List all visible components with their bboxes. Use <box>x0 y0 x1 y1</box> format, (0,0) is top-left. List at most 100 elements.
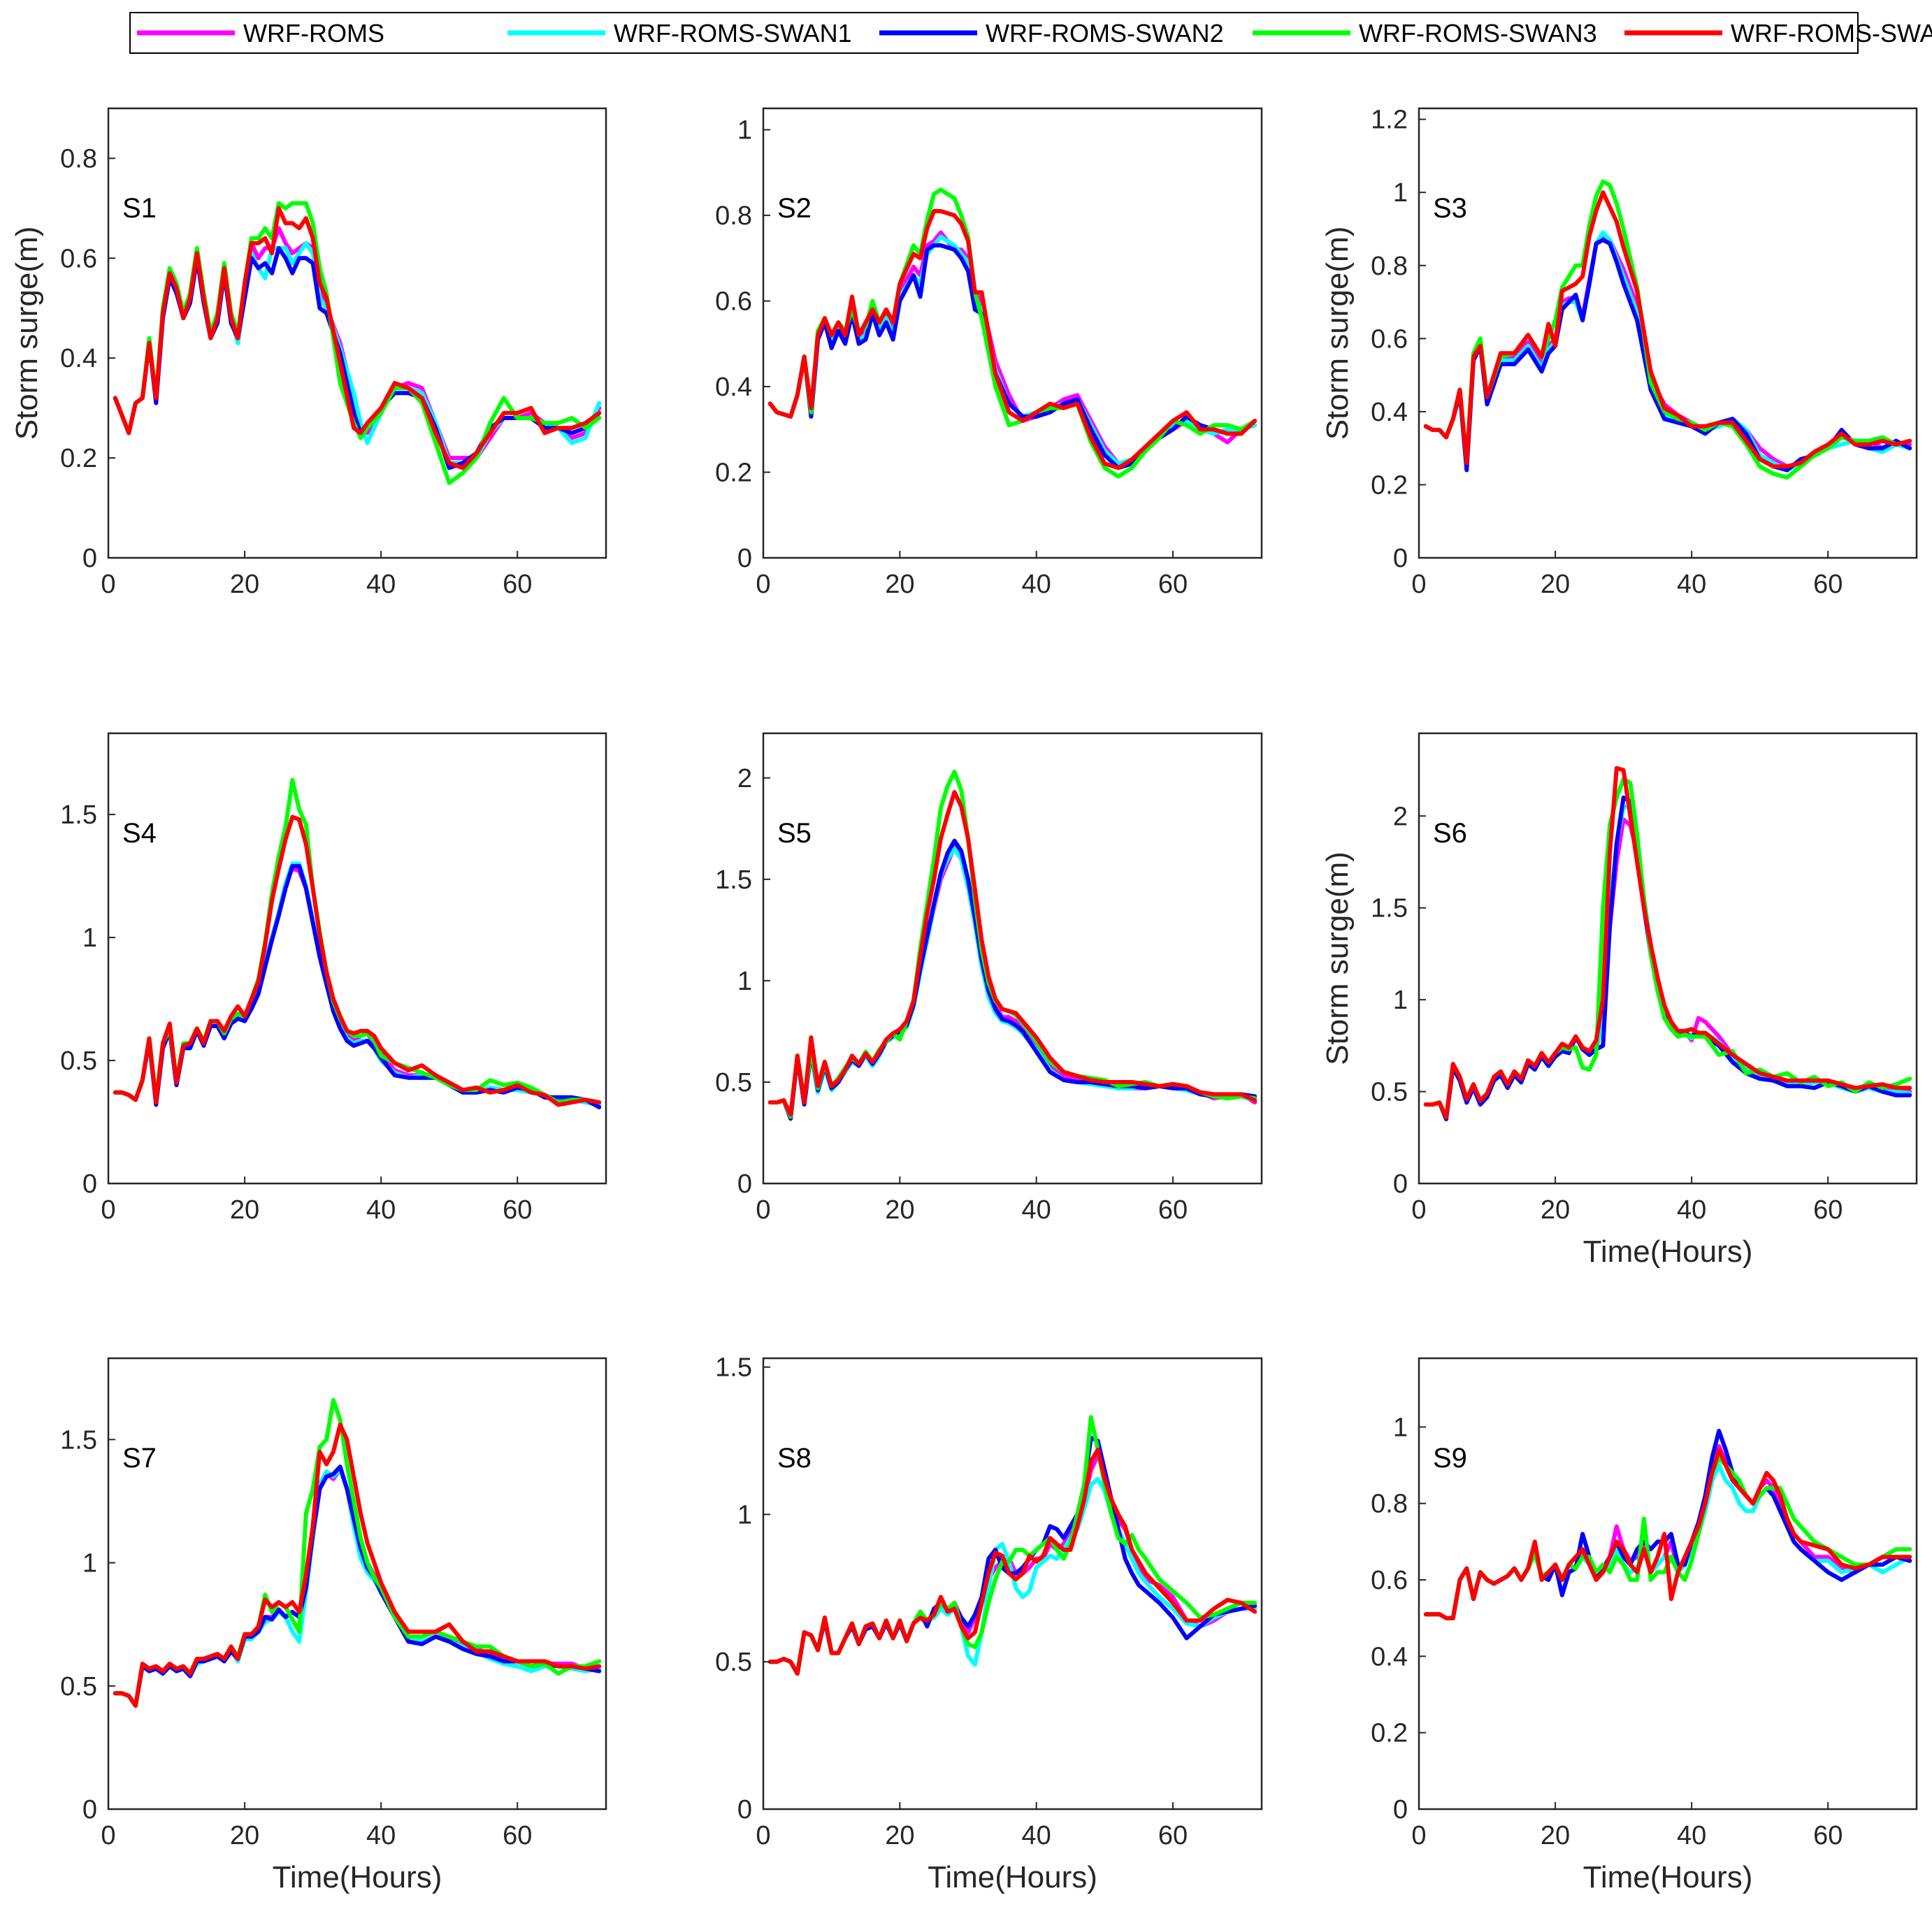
x-tick-label-s1: 40 <box>366 570 396 599</box>
y-tick-label-s9: 0.8 <box>1371 1490 1408 1519</box>
x-tick-label-s9: 40 <box>1677 1821 1706 1850</box>
x-tick-label-s7: 40 <box>366 1821 396 1850</box>
y-tick-label-s1: 0.2 <box>60 444 97 473</box>
x-axis-title-s9: Time(Hours) <box>1583 1860 1753 1894</box>
legend: WRF-ROMS WRF-ROMS-SWAN1 WRF-ROMS-SWAN2 WRF-… <box>129 12 1932 54</box>
panel-label-s8: S8 <box>777 1443 812 1474</box>
y-tick-label-s4: 0 <box>82 1170 97 1199</box>
axes-box-s3 <box>1418 107 1918 559</box>
legend-box <box>129 12 1859 54</box>
panel-label-s3: S3 <box>1433 193 1467 224</box>
y-tick-label-s9: 0.4 <box>1371 1642 1408 1671</box>
series-line-wrf-roms-swan4-s6 <box>1423 765 1912 1120</box>
x-tick-label-s9: 0 <box>1411 1821 1426 1850</box>
x-tick-label-s7: 20 <box>230 1821 259 1850</box>
x-tick-label-s6: 40 <box>1677 1195 1706 1225</box>
y-tick-label-s1: 0.4 <box>60 344 97 373</box>
panel-s7: 0 20 40 60 0 0.5 1 1.5 S7 Time(Hours) <box>60 1357 607 1894</box>
y-axis-title-s6: Storm surge(m) <box>1320 851 1355 1065</box>
axes-box-s4 <box>107 732 607 1185</box>
axes-box-s2 <box>762 107 1263 559</box>
axes-box-s9 <box>1418 1357 1918 1811</box>
y-tick-label-s6: 2 <box>1393 802 1408 831</box>
series-line-wrf-roms-swan4-s1 <box>113 206 602 470</box>
x-tick-label-s6: 0 <box>1411 1195 1426 1225</box>
panel-s8: 0 20 40 60 0 0.5 1 1.5 S8 Time(Hours) <box>715 1353 1263 1894</box>
panel-s1: 0 20 40 60 0 0.2 0.4 0.6 0.8 S1 Storm surge(m) <box>10 107 607 599</box>
y-tick-label-s1: 0.8 <box>60 144 97 173</box>
x-tick-label-s1: 20 <box>230 570 259 599</box>
panel-label-s4: S4 <box>122 818 157 849</box>
plot-area-s7 <box>108 1358 606 1809</box>
x-tick-label-s4: 60 <box>503 1195 532 1225</box>
plot-area-s6 <box>1419 733 1917 1183</box>
x-tick-label-s3: 0 <box>1411 570 1426 599</box>
y-tick-label-s8: 1 <box>737 1500 752 1530</box>
series-line-wrf-roms-swan4-s3 <box>1423 190 1912 469</box>
y-tick-label-s7: 1 <box>82 1549 97 1578</box>
y-tick-label-s9: 0.6 <box>1371 1566 1408 1595</box>
y-tick-label-s3: 0.6 <box>1371 324 1408 354</box>
series-line-wrf-roms-swan4-s5 <box>767 790 1257 1117</box>
y-tick-label-s2: 1 <box>737 116 752 145</box>
y-tick-label-s6: 0 <box>1393 1170 1408 1199</box>
axes-box-s1 <box>107 107 607 559</box>
axes-box-s8 <box>762 1357 1263 1811</box>
x-tick-label-s2: 20 <box>885 570 914 599</box>
axes-box-s7 <box>107 1357 607 1811</box>
panel-s6: 0 20 40 60 0 0.5 1 1.5 2 S6 Storm surge(m) Time(Hou… <box>1320 732 1918 1269</box>
y-tick-label-s4: 1 <box>82 923 97 953</box>
y-tick-label-s3: 1 <box>1393 178 1408 208</box>
x-tick-label-s4: 40 <box>366 1195 396 1225</box>
legend-label-wrf-roms-swan2: WRF-ROMS-SWAN2 <box>986 19 1224 48</box>
x-tick-label-s8: 60 <box>1158 1821 1188 1850</box>
y-tick-label-s6: 0.5 <box>1371 1078 1408 1107</box>
x-tick-label-s3: 20 <box>1541 570 1570 599</box>
legend-label-wrf-roms-swan3: WRF-ROMS-SWAN3 <box>1359 19 1597 48</box>
plot-area-s4 <box>108 733 606 1183</box>
y-tick-label-s5: 0.5 <box>715 1068 752 1098</box>
y-tick-label-s8: 0.5 <box>715 1648 752 1677</box>
x-tick-label-s6: 60 <box>1813 1195 1843 1225</box>
legend-label-wrf-roms-swan4: WRF-ROMS-SWAN4 <box>1731 19 1932 48</box>
y-tick-label-s3: 0.8 <box>1371 252 1408 281</box>
series-line-wrf-roms-swan4-s4 <box>113 814 602 1107</box>
panel-label-s9: S9 <box>1433 1443 1467 1474</box>
legend-label-wrf-roms: WRF-ROMS <box>243 19 384 48</box>
x-tick-label-s9: 20 <box>1541 1821 1570 1850</box>
y-tick-label-s3: 0 <box>1393 544 1408 573</box>
y-tick-label-s2: 0.6 <box>715 287 752 317</box>
y-tick-label-s5: 1 <box>737 967 752 996</box>
x-tick-label-s2: 0 <box>756 570 770 599</box>
x-axis-title-s7: Time(Hours) <box>273 1860 442 1894</box>
x-axis-title-s6: Time(Hours) <box>1583 1235 1753 1269</box>
series-line-wrf-roms-swan4-s2 <box>767 209 1257 470</box>
y-tick-label-s9: 0.2 <box>1371 1719 1408 1748</box>
x-tick-label-s5: 0 <box>756 1195 770 1225</box>
x-tick-label-s5: 20 <box>885 1195 914 1225</box>
y-tick-label-s2: 0.4 <box>715 373 752 402</box>
y-tick-label-s4: 1.5 <box>60 800 97 830</box>
series-line-wrf-roms-swan4-s7 <box>113 1423 602 1708</box>
series-line-wrf-roms-swan4-s9 <box>1423 1448 1912 1620</box>
panel-s2: 0 20 40 60 0 0.2 0.4 0.6 0.8 1 S2 <box>715 107 1263 599</box>
x-tick-label-s1: 60 <box>503 570 532 599</box>
panel-label-s2: S2 <box>777 193 812 224</box>
panel-s4: 0 20 40 60 0 0.5 1 1.5 S4 <box>60 732 607 1225</box>
y-tick-label-s9: 0 <box>1393 1795 1408 1825</box>
y-axis-title-s3: Storm surge(m) <box>1320 226 1355 440</box>
panel-label-s6: S6 <box>1433 818 1467 849</box>
y-tick-label-s3: 0.4 <box>1371 398 1408 427</box>
plot-area-s8 <box>763 1358 1262 1809</box>
y-tick-label-s3: 1.2 <box>1371 106 1408 135</box>
y-tick-label-s6: 1 <box>1393 986 1408 1015</box>
y-tick-label-s7: 0 <box>82 1795 97 1825</box>
y-tick-label-s1: 0 <box>82 544 97 573</box>
series-line-wrf-roms-swan3-s3 <box>1423 179 1912 480</box>
plot-area-s5 <box>763 733 1262 1183</box>
y-tick-label-s8: 0 <box>737 1795 752 1825</box>
x-tick-label-s8: 0 <box>756 1821 770 1850</box>
y-tick-label-s6: 1.5 <box>1371 894 1408 923</box>
